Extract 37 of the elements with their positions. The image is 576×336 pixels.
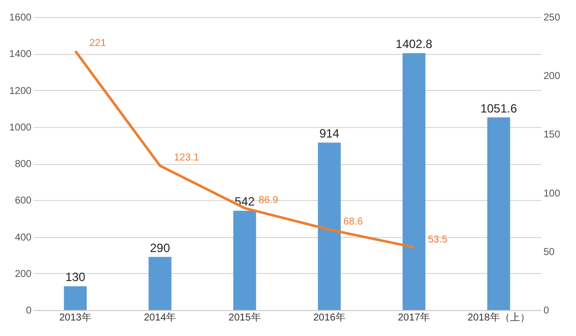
y-tick-label: 600 — [14, 196, 32, 207]
y-tick-label: 1000 — [9, 122, 32, 134]
y-tick-label: 800 — [14, 159, 32, 170]
bar — [148, 256, 172, 310]
data-label: 914 — [319, 126, 340, 141]
y2-tick-label: 150 — [544, 130, 561, 141]
y-tick-label: 200 — [14, 268, 32, 280]
y-tick-label: 0 — [26, 306, 32, 316]
data-label: 53.5 — [428, 234, 448, 246]
y-tick-label: 400 — [14, 232, 32, 244]
data-label: 290 — [150, 240, 170, 255]
y2-tick-label: 100 — [544, 188, 561, 200]
y2-tick-label: 50 — [544, 246, 556, 258]
x-tick-label: 2018年（上） — [468, 312, 530, 324]
data-label: 221 — [89, 38, 106, 49]
data-label: 1051.6 — [480, 101, 518, 116]
data-label: 123.1 — [174, 152, 200, 164]
bar — [64, 286, 87, 310]
bar — [233, 210, 256, 310]
data-label: 68.6 — [343, 216, 364, 228]
y-tick-label: 1200 — [9, 86, 32, 97]
y2-tick-label: 200 — [544, 71, 561, 82]
y2-tick-label: 250 — [544, 12, 561, 24]
y-tick-label: 1400 — [9, 49, 32, 60]
bar — [318, 142, 341, 310]
data-label: 130 — [65, 270, 86, 284]
x-tick-label: 2014年 — [144, 312, 176, 324]
x-tick-label: 2017年 — [398, 312, 430, 324]
x-tick-label: 2013年 — [59, 312, 92, 324]
x-tick-label: 2015年 — [228, 312, 261, 324]
bar — [487, 117, 510, 310]
data-label: 86.9 — [258, 195, 279, 206]
x-tick-label: 2016年 — [313, 312, 346, 324]
bar — [402, 53, 426, 310]
y-tick-label: 1600 — [9, 12, 32, 24]
data-label: 1402.8 — [396, 37, 433, 52]
y2-tick-label: 0 — [544, 306, 550, 316]
